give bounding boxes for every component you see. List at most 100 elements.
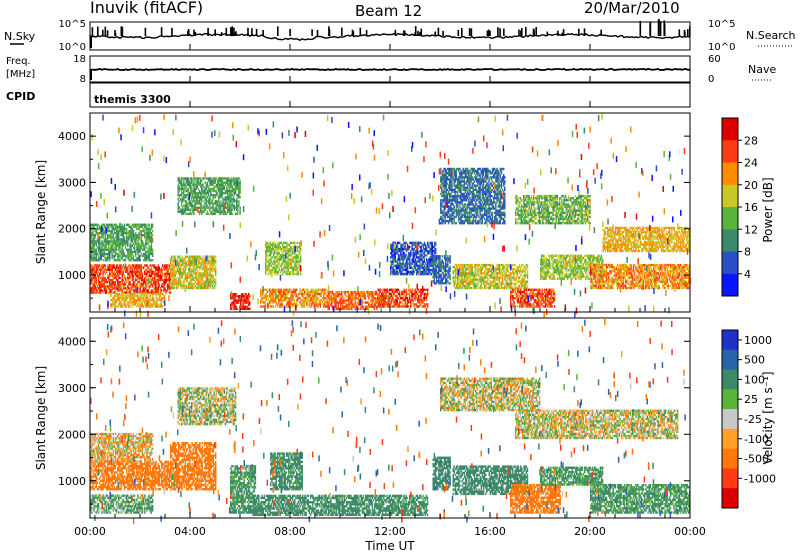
heatmap-cell [214, 264, 215, 266]
heatmap-cell [132, 228, 133, 230]
heatmap-cell [106, 291, 107, 293]
heatmap-cell [91, 281, 92, 283]
nsearch-bar [262, 30, 264, 36]
heatmap-cell [165, 281, 166, 283]
heatmap-cell [138, 301, 139, 303]
heatmap-cell [129, 281, 130, 283]
cpid-label: CPID [6, 90, 35, 103]
heatmap-cell [144, 289, 145, 291]
heatmap-cell [146, 240, 147, 242]
heatmap-cell [92, 230, 93, 232]
heatmap-cell [142, 226, 143, 228]
heatmap-cell [190, 268, 191, 270]
heatmap-cell [116, 247, 117, 249]
heatmap-cell [107, 281, 108, 283]
heatmap-cell [186, 266, 187, 268]
heatmap-cell [207, 256, 208, 258]
heatmap-cell [162, 269, 163, 271]
nsearch-bar [311, 29, 313, 36]
heatmap-cell [147, 266, 148, 268]
heatmap-cell [105, 277, 106, 279]
heatmap-cell [91, 279, 92, 281]
heatmap-cell [118, 234, 119, 236]
heatmap-cell [117, 264, 118, 266]
heatmap-cell [116, 224, 117, 226]
nsearch-bar [658, 20, 660, 37]
heatmap-cell [101, 281, 102, 283]
heatmap-cell [99, 240, 100, 242]
heatmap-cell [127, 271, 128, 273]
heatmap-cell [187, 274, 188, 276]
heatmap-cell [179, 262, 180, 264]
heatmap-cell [100, 291, 101, 293]
heatmap-cell [116, 249, 117, 251]
heatmap-cell [161, 301, 162, 303]
heatmap-cell [152, 259, 153, 261]
heatmap-cell [118, 257, 119, 259]
heatmap-cell [149, 226, 150, 228]
heatmap-cell [144, 249, 145, 251]
heatmap-cell [123, 271, 124, 273]
heatmap-cell [122, 295, 123, 297]
heatmap-cell [124, 224, 125, 226]
heatmap-cell [110, 234, 111, 236]
heatmap-cell [127, 293, 128, 295]
heatmap-cell [181, 276, 182, 278]
heatmap-cell [141, 269, 142, 271]
heatmap-cell [124, 236, 125, 238]
nsearch-bar [563, 29, 565, 36]
date-title: 20/Mar/2010 [584, 0, 680, 17]
heatmap-cell [109, 259, 110, 261]
heatmap-cell [128, 238, 129, 240]
heatmap-cell [200, 281, 201, 283]
freq-tick-bottom: 8 [80, 74, 86, 85]
nsearch-bar [226, 28, 228, 36]
heatmap-cell [135, 277, 136, 279]
nsearch-bar [221, 32, 223, 36]
heatmap-cell [151, 228, 152, 230]
heatmap-cell [152, 251, 153, 253]
heatmap-cell [175, 256, 176, 258]
heatmap-cell [123, 251, 124, 253]
heatmap-cell [207, 270, 208, 272]
heatmap-cell [136, 305, 137, 307]
heatmap-cell [96, 281, 97, 283]
nsearch-bar [247, 28, 249, 36]
heatmap-cell [102, 291, 103, 293]
nsearch-bar [188, 29, 190, 36]
heatmap-cell [125, 283, 126, 285]
heatmap-cell [158, 264, 159, 266]
heatmap-cell [120, 264, 121, 266]
heatmap-cell [177, 260, 178, 262]
heatmap-cell [124, 281, 125, 283]
heatmap-cell [96, 271, 97, 273]
nsearch-bar [461, 28, 463, 36]
heatmap-cell [149, 257, 150, 259]
heatmap-cell [108, 247, 109, 249]
heatmap-cell [209, 272, 210, 274]
heatmap-cell [126, 279, 127, 281]
heatmap-cell [235, 297, 236, 299]
heatmap-cell [152, 289, 153, 291]
heatmap-cell [97, 226, 98, 228]
nsky-tick-top: 10^5 [59, 19, 86, 30]
heatmap-cell [144, 271, 145, 273]
heatmap-cell [119, 247, 120, 249]
nsearch-bar [105, 27, 107, 36]
heatmap-cell [142, 277, 143, 279]
heatmap-cell [128, 257, 129, 259]
freq-tick-top: 18 [73, 54, 86, 65]
heatmap-cell [129, 264, 130, 266]
heatmap-cell [203, 264, 204, 266]
heatmap-cell [151, 242, 152, 244]
heatmap-cell [91, 236, 92, 238]
nsearch-bar [360, 28, 362, 36]
heatmap-cell [134, 281, 135, 283]
heatmap-cell [136, 283, 137, 285]
station-title: Inuvik (fitACF) [90, 0, 203, 17]
heatmap-cell [173, 266, 174, 268]
heatmap-cell [116, 277, 117, 279]
heatmap-cell [99, 259, 100, 261]
heatmap-cell [120, 301, 121, 303]
heatmap-cell [142, 273, 143, 275]
